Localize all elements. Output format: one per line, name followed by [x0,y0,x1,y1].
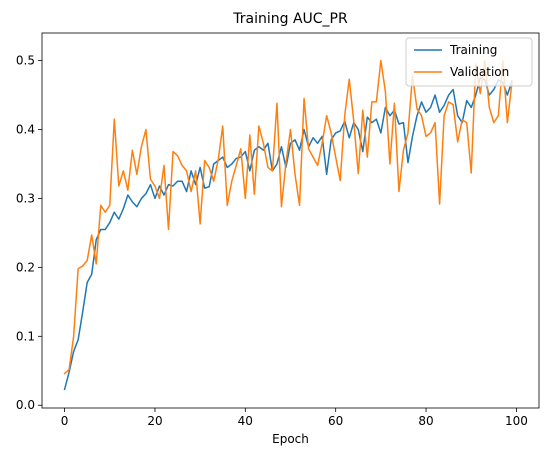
x-axis-ticks: 0 20 40 60 80 100 [61,408,528,428]
series-line-validation [63,59,513,375]
y-tick-label: 0.0 [16,398,35,412]
y-tick-label: 0.3 [16,191,35,205]
y-axis-ticks: 0.0 0.1 0.2 0.3 0.4 0.5 [16,54,42,412]
x-tick-label: 80 [418,414,433,428]
y-tick-label: 0.2 [16,260,35,274]
chart-title: Training AUC_PR [232,11,348,27]
x-tick-label: 0 [61,414,69,428]
legend: Training Validation [405,37,533,87]
y-tick-label: 0.5 [16,54,35,68]
x-tick-label: 40 [238,414,253,428]
x-tick-label: 100 [505,414,528,428]
plot-frame [41,32,540,409]
y-tick-label: 0.4 [16,123,35,137]
x-axis-label: Epoch [272,432,309,446]
series-group [63,59,513,391]
legend-label-validation: Validation [450,65,509,79]
series-line-training [63,77,513,391]
plot-area [41,32,540,409]
x-tick-label: 20 [147,414,162,428]
y-tick-label: 0.1 [16,329,35,343]
x-tick-label: 60 [328,414,343,428]
legend-label-training: Training [449,43,497,57]
